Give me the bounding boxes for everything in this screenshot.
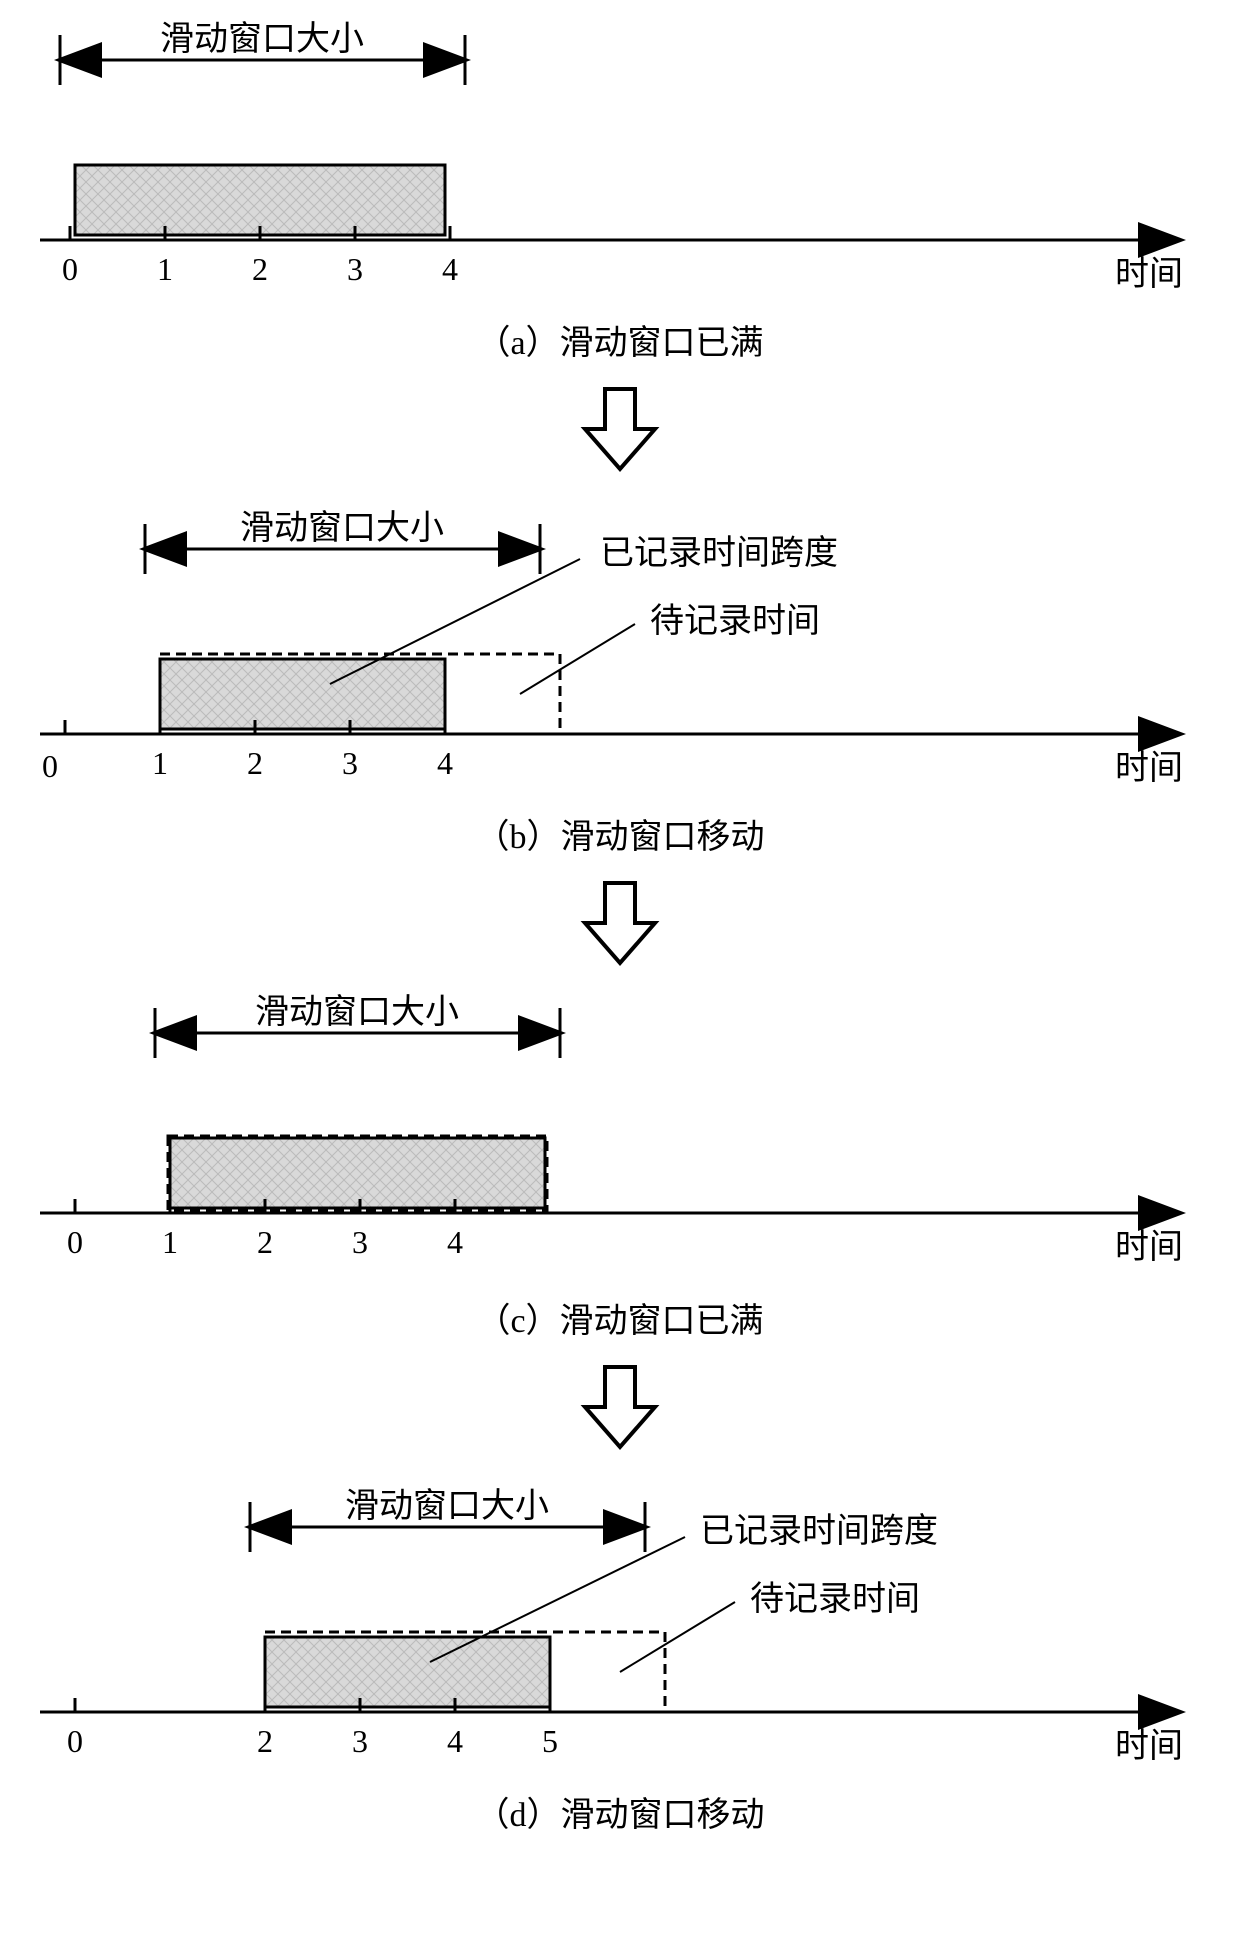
leader-recorded-d	[430, 1537, 685, 1662]
window-bar-b	[160, 659, 445, 729]
svg-text:0: 0	[67, 1723, 83, 1759]
svg-text:5: 5	[542, 1723, 558, 1759]
svg-text:3: 3	[352, 1224, 368, 1260]
annot-pending-b: 待记录时间	[650, 603, 820, 640]
window-bar-c	[170, 1138, 545, 1208]
svg-text:2: 2	[247, 745, 263, 781]
svg-text:0: 0	[62, 251, 78, 287]
svg-text:2: 2	[257, 1224, 273, 1260]
window-bar-a	[75, 165, 445, 235]
down-arrow-3	[20, 1362, 1220, 1452]
annot-recorded-b: 已记录时间跨度	[600, 534, 838, 572]
axis-label-d: 时间	[1115, 1728, 1183, 1765]
annot-pending-d: 待记录时间	[750, 1581, 920, 1618]
svg-text:2: 2	[252, 251, 268, 287]
svg-text:2: 2	[257, 1723, 273, 1759]
svg-text:1: 1	[162, 1224, 178, 1260]
panel-b: 滑动窗口大小 已记录时间跨度 待记录时间 0 1 2 3 4	[20, 494, 1220, 858]
panel-c: 滑动窗口大小 0 1 2 3 4 时间 （c）滑动窗口已满	[20, 988, 1220, 1342]
svg-text:0: 0	[42, 748, 58, 784]
dim-label-d: 滑动窗口大小	[345, 1487, 549, 1525]
svg-text:3: 3	[342, 745, 358, 781]
dim-label-b: 滑动窗口大小	[240, 509, 444, 547]
caption-d: （d）滑动窗口移动	[20, 1787, 1220, 1836]
leader-pending-b	[520, 624, 635, 694]
axis-label-a: 时间	[1115, 256, 1183, 293]
svg-text:1: 1	[157, 251, 173, 287]
leader-recorded-b	[330, 559, 580, 684]
svg-text:4: 4	[447, 1723, 463, 1759]
svg-text:3: 3	[347, 251, 363, 287]
svg-text:0: 0	[67, 1224, 83, 1260]
down-arrow-2	[20, 878, 1220, 968]
svg-text:4: 4	[437, 745, 453, 781]
panel-d: 滑动窗口大小 已记录时间跨度 待记录时间 0 2 3 4 5	[20, 1472, 1220, 1836]
panel-d-svg: 滑动窗口大小 已记录时间跨度 待记录时间 0 2 3 4 5	[20, 1472, 1220, 1772]
axis-label-c: 时间	[1115, 1229, 1183, 1266]
axis-label-b: 时间	[1115, 750, 1183, 787]
window-bar-d	[265, 1637, 550, 1707]
svg-text:1: 1	[152, 745, 168, 781]
panel-b-svg: 滑动窗口大小 已记录时间跨度 待记录时间 0 1 2 3 4	[20, 494, 1220, 794]
panel-a-svg: 滑动窗口大小 0 1 2 3 4 时间	[20, 20, 1220, 300]
caption-b: （b）滑动窗口移动	[20, 809, 1220, 858]
svg-text:4: 4	[447, 1224, 463, 1260]
annot-recorded-d: 已记录时间跨度	[700, 1512, 938, 1550]
svg-text:3: 3	[352, 1723, 368, 1759]
dim-label-c: 滑动窗口大小	[255, 993, 459, 1031]
caption-a: （a）滑动窗口已满	[20, 315, 1220, 364]
leader-pending-d	[620, 1602, 735, 1672]
dim-label-a: 滑动窗口大小	[160, 20, 364, 58]
panel-a: 滑动窗口大小 0 1 2 3 4 时间 （a）滑动窗口已满	[20, 20, 1220, 364]
sliding-window-figure: 滑动窗口大小 0 1 2 3 4 时间 （a）滑动窗口已满	[20, 20, 1220, 1836]
down-arrow-1	[20, 384, 1220, 474]
caption-c: （c）滑动窗口已满	[20, 1293, 1220, 1342]
panel-c-svg: 滑动窗口大小 0 1 2 3 4 时间	[20, 988, 1220, 1278]
svg-text:4: 4	[442, 251, 458, 287]
